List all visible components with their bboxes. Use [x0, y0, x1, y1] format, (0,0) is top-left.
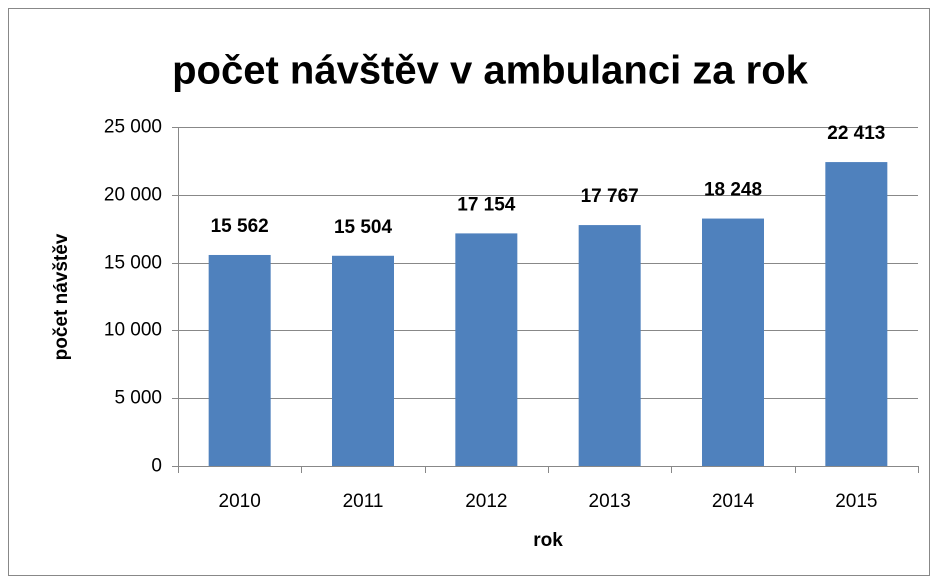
value-label: 17 767	[581, 186, 639, 207]
bar	[208, 254, 271, 466]
value-label: 18 248	[704, 180, 762, 201]
x-tick-label: 2014	[712, 491, 755, 512]
x-tick-label: 2013	[589, 491, 631, 512]
x-axis-label: rok	[533, 530, 563, 551]
bar	[578, 225, 641, 466]
value-label: 17 154	[457, 194, 516, 215]
y-tick-label: 20 000	[104, 185, 162, 206]
y-tick-label: 25 000	[104, 117, 162, 138]
value-label: 15 562	[211, 216, 269, 237]
x-tick-label: 2010	[219, 491, 261, 512]
y-tick-label: 0	[151, 456, 162, 477]
y-tick-label: 10 000	[104, 320, 162, 341]
x-tick-label: 2015	[835, 491, 877, 512]
y-axis-label: počet návštěv	[51, 233, 72, 360]
y-tick-label: 15 000	[104, 253, 162, 274]
value-label: 22 413	[827, 123, 885, 144]
bar	[825, 162, 888, 467]
y-tick-label: 5 000	[114, 388, 162, 409]
value-label: 15 504	[334, 217, 393, 238]
x-tick-label: 2011	[343, 491, 384, 512]
bar	[702, 218, 764, 466]
chart-title: počet návštěv v ambulanci za rok	[172, 49, 809, 93]
bar	[455, 233, 518, 466]
x-tick-label: 2012	[465, 491, 507, 512]
bar	[332, 255, 394, 466]
